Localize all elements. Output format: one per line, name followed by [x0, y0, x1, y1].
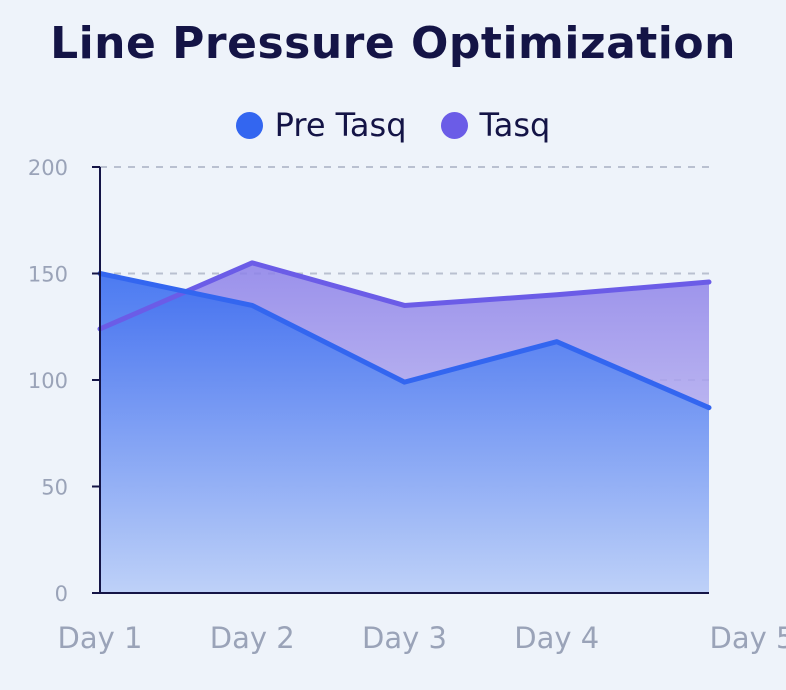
legend-item-tasq[interactable]: Tasq [440, 106, 551, 144]
line-pre-tasq[interactable] [97, 271, 712, 411]
y-tick-label: 200 [28, 156, 68, 180]
legend-item-pre-tasq[interactable]: Pre Tasq [235, 106, 407, 144]
legend-swatch-tasq [440, 111, 468, 139]
area-pre-tasq [100, 273, 709, 593]
y-tick-label: 150 [28, 263, 68, 287]
x-tick-label: Day 5 [710, 621, 786, 655]
y-tick-label: 0 [55, 582, 68, 606]
y-tick-label: 50 [41, 476, 68, 500]
y-tick-label: 100 [28, 369, 68, 393]
legend-swatch-pre-tasq [235, 111, 263, 139]
chart-title: Line Pressure Optimization [50, 18, 736, 69]
x-tick-label: Day 2 [210, 621, 295, 655]
chart-legend: Pre Tasq Tasq [0, 106, 786, 144]
line-tasq[interactable] [97, 260, 712, 332]
x-tick-label: Day 4 [514, 621, 599, 655]
x-tick-label: Day 3 [362, 621, 447, 655]
x-tick-label: Day 1 [58, 621, 143, 655]
legend-label-tasq: Tasq [479, 106, 551, 144]
legend-label-pre-tasq: Pre Tasq [274, 106, 407, 144]
